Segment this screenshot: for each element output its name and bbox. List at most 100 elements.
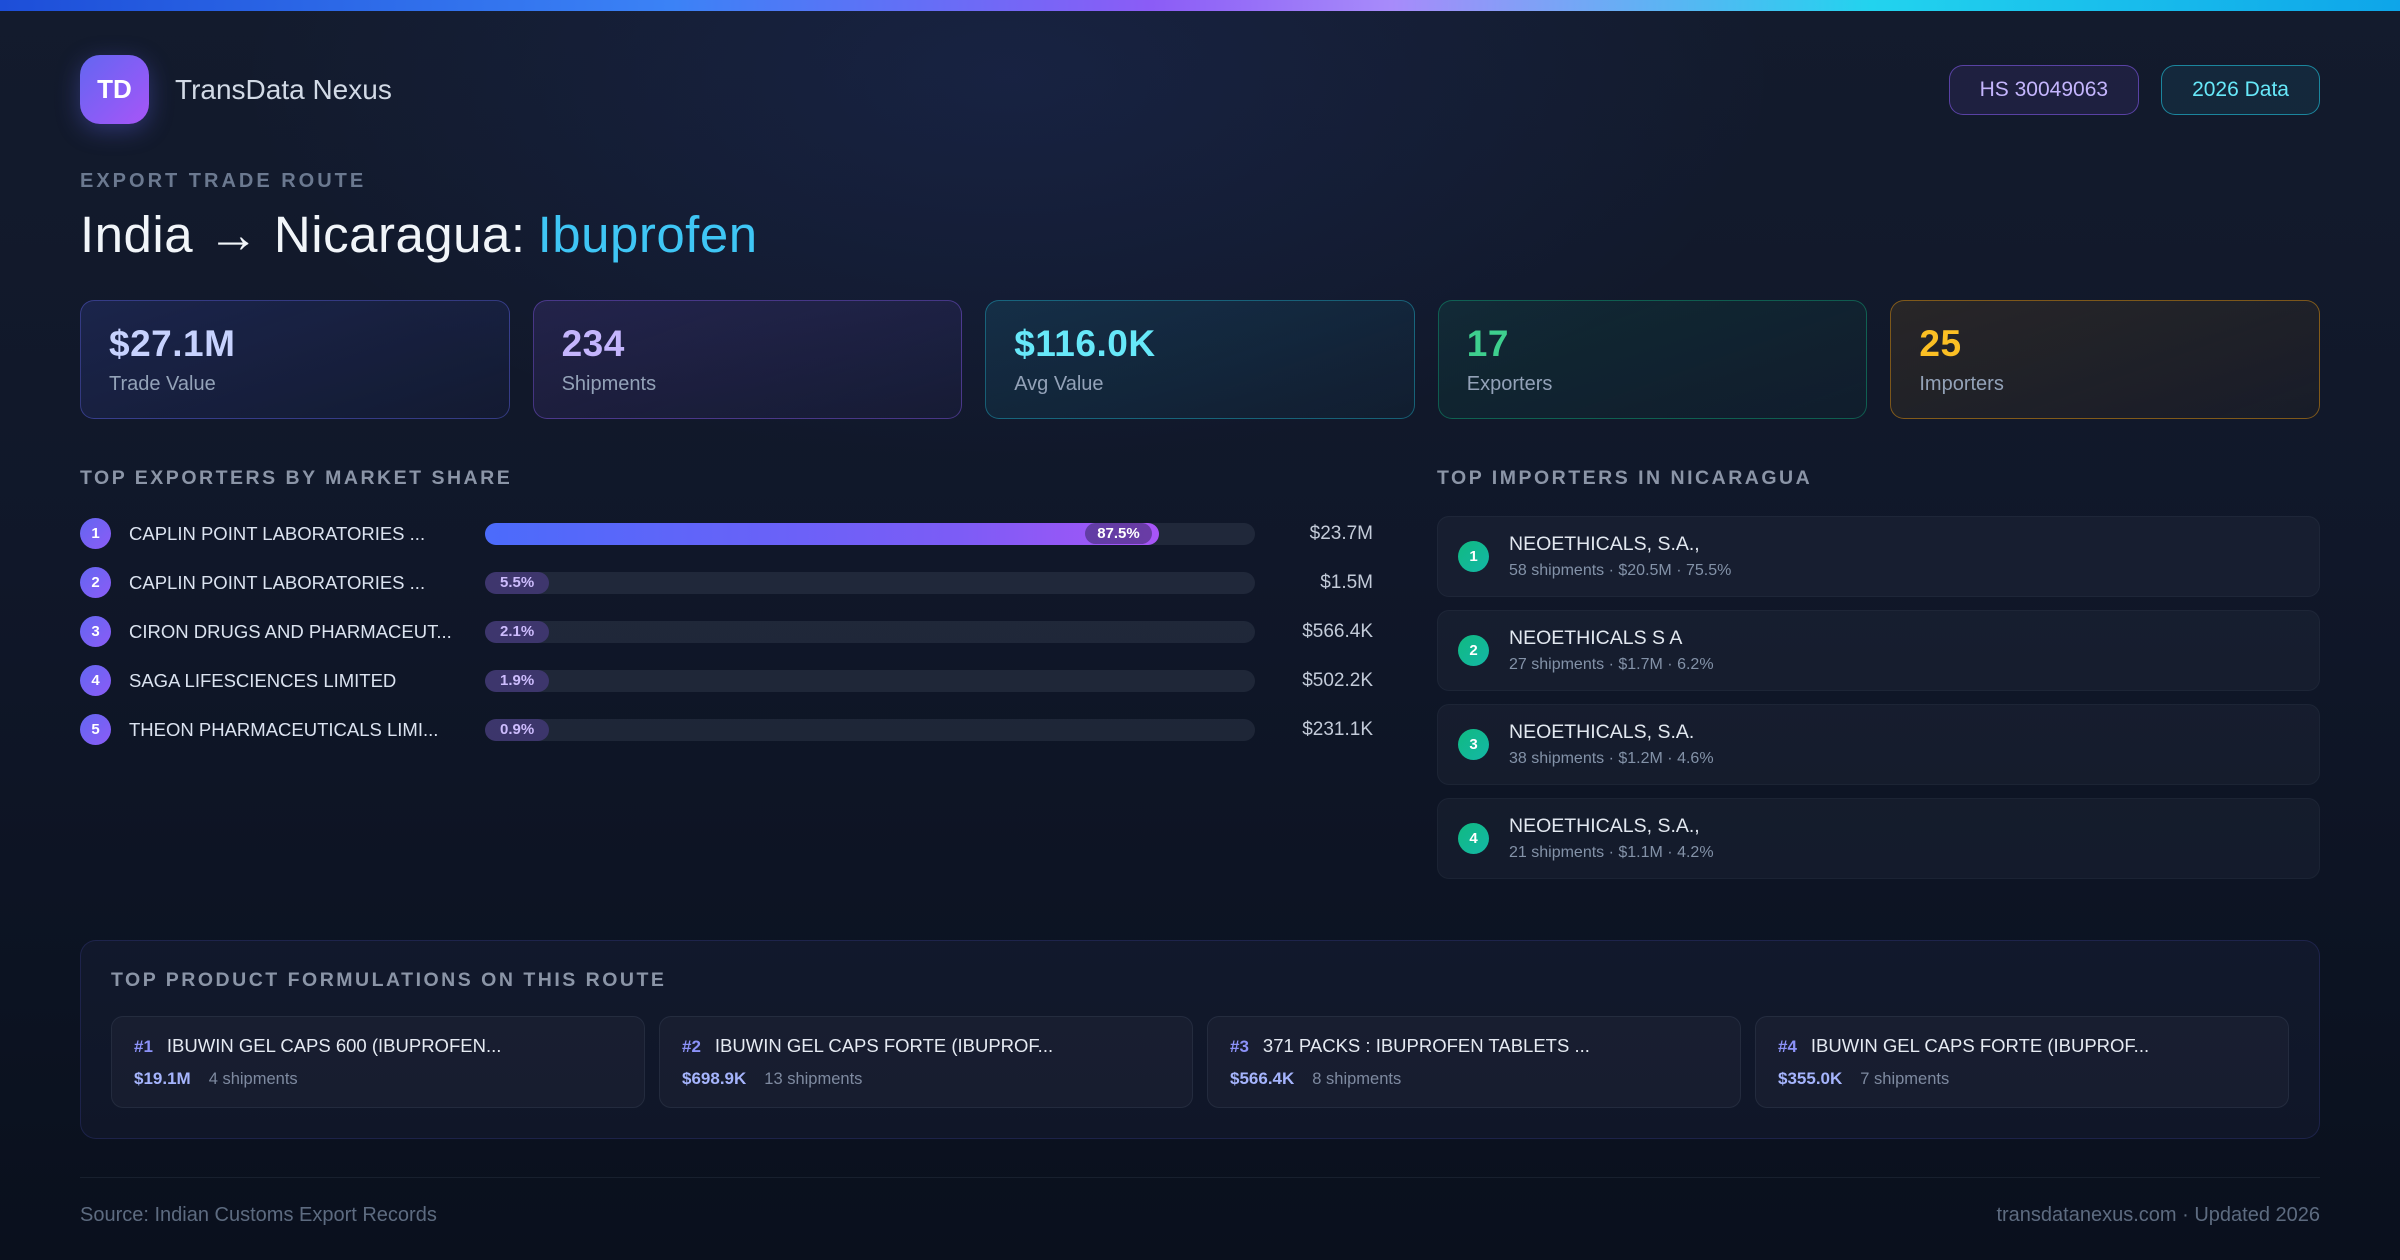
importers-section-title: TOP IMPORTERS IN NICARAGUA	[1437, 467, 1813, 489]
product-card-stats: $698.9K 13 shipments	[682, 1069, 1170, 1089]
page-footer: Source: Indian Customs Export Records tr…	[80, 1177, 2320, 1227]
market-share-label: 87.5%	[1085, 523, 1152, 544]
market-share-label: 2.1%	[500, 623, 535, 640]
product-value: $698.9K	[682, 1069, 747, 1088]
importer-row[interactable]: 3 NEOETHICALS, S.A. 38 shipments · $1.2M…	[1437, 704, 2320, 785]
importer-text: NEOETHICALS, S.A. 38 shipments · $1.2M ·…	[1509, 721, 1714, 768]
product-card-header: #1 IBUWIN GEL CAPS 600 (IBUPROFEN...	[134, 1035, 622, 1057]
importers-section: TOP IMPORTERS IN NICARAGUA 1 NEOETHICALS…	[1437, 467, 2320, 892]
importer-text: NEOETHICALS, S.A., 21 shipments · $1.1M …	[1509, 815, 1714, 862]
market-share-bar: 87.5%	[485, 522, 1255, 545]
exporter-value: $231.1K	[1302, 718, 1373, 740]
importer-meta: 58 shipments · $20.5M · 75.5%	[1509, 562, 1732, 579]
importer-list: 1 NEOETHICALS, S.A., 58 shipments · $20.…	[1437, 516, 2320, 879]
exporters-section: TOP EXPORTERS BY MARKET SHARE 1 CAPLIN P…	[80, 467, 1373, 763]
stat-card-exporters: 17 Exporters	[1437, 300, 1868, 419]
product-rank: #3	[1230, 1037, 1249, 1056]
stat-value: 17	[1466, 323, 1509, 364]
importer-name: NEOETHICALS, S.A.,	[1509, 815, 1700, 837]
rank-badge: 4	[1458, 823, 1489, 854]
rank-badge: 1	[80, 518, 111, 549]
market-share-fill: 87.5%	[485, 522, 1159, 545]
product-card-stats: $566.4K 8 shipments	[1230, 1069, 1718, 1089]
exporter-row[interactable]: 3 CIRON DRUGS AND PHARMACEUT... 2.1% $56…	[80, 616, 1373, 647]
market-share-bar: 5.5%	[485, 571, 1255, 594]
market-share-bar: 2.1%	[485, 620, 1255, 643]
stat-value: 25	[1919, 323, 1962, 364]
importer-name: NEOETHICALS, S.A.	[1509, 721, 1695, 743]
exporter-value: $1.5M	[1320, 571, 1373, 593]
stat-label: Exporters	[1466, 373, 1553, 395]
product-shipments: 7 shipments	[1860, 1070, 1950, 1088]
exporter-name: CAPLIN POINT LABORATORIES ...	[129, 571, 426, 593]
product-rank: #4	[1778, 1037, 1797, 1056]
importer-row[interactable]: 2 NEOETHICALS S A 27 shipments · $1.7M ·…	[1437, 610, 2320, 691]
rank-badge: 5	[80, 714, 111, 745]
market-share-label: 1.9%	[500, 672, 535, 689]
app-logo: TD	[80, 55, 149, 124]
exporter-row[interactable]: 4 SAGA LIFESCIENCES LIMITED 1.9% $502.2K	[80, 665, 1373, 696]
product-rank: #1	[134, 1037, 153, 1056]
product-formulation-name: IBUWIN GEL CAPS FORTE (IBUPROF...	[714, 1035, 1054, 1056]
market-share-fill: 0.9%	[485, 718, 550, 741]
product-name: Ibuprofen	[537, 206, 758, 263]
importer-row[interactable]: 4 NEOETHICALS, S.A., 21 shipments · $1.1…	[1437, 798, 2320, 879]
rank-badge: 2	[80, 567, 111, 598]
stat-card-trade-value: $27.1M Trade Value	[80, 300, 510, 419]
exporter-value: $566.4K	[1302, 620, 1373, 642]
stat-cards-row: $27.1M Trade Value 234 Shipments $116.0K…	[80, 300, 2320, 419]
market-share-label: 5.5%	[500, 574, 535, 591]
exporter-value: $502.2K	[1302, 669, 1373, 691]
site-text: transdatanexus.com · Updated 2026	[1996, 1204, 2320, 1226]
exporter-name: SAGA LIFESCIENCES LIMITED	[129, 669, 397, 691]
app-header: TD TransData Nexus HS 30049063 2026 Data	[80, 55, 2320, 124]
exporters-section-title: TOP EXPORTERS BY MARKET SHARE	[80, 467, 513, 489]
rank-badge: 2	[1458, 635, 1489, 666]
product-card[interactable]: #1 IBUWIN GEL CAPS 600 (IBUPROFEN... $19…	[111, 1016, 645, 1108]
rank-badge: 3	[1458, 729, 1489, 760]
importer-meta: 38 shipments · $1.2M · 4.6%	[1509, 750, 1714, 767]
product-formulation-name: IBUWIN GEL CAPS FORTE (IBUPROF...	[1810, 1035, 2150, 1056]
product-card[interactable]: #3 371 PACKS : IBUPROFEN TABLETS ... $56…	[1207, 1016, 1741, 1108]
products-panel-title: TOP PRODUCT FORMULATIONS ON THIS ROUTE	[111, 969, 667, 991]
stat-card-importers: 25 Importers	[1890, 300, 2320, 419]
importer-meta: 27 shipments · $1.7M · 6.2%	[1509, 656, 1714, 673]
page-title: India → Nicaragua: Ibuprofen	[80, 205, 2320, 264]
app-name: TransData Nexus	[175, 73, 392, 105]
market-share-bar: 0.9%	[485, 718, 1255, 741]
brand: TD TransData Nexus	[80, 55, 392, 124]
stat-value: 234	[561, 323, 625, 364]
exporter-list: 1 CAPLIN POINT LABORATORIES ... 87.5% $2…	[80, 518, 1373, 745]
product-shipments: 4 shipments	[208, 1070, 298, 1088]
product-card-header: #2 IBUWIN GEL CAPS FORTE (IBUPROF...	[682, 1035, 1170, 1057]
product-value: $355.0K	[1778, 1069, 1843, 1088]
exporter-row[interactable]: 5 THEON PHARMACEUTICALS LIMI... 0.9% $23…	[80, 714, 1373, 745]
product-rank: #2	[682, 1037, 701, 1056]
exporter-name: CIRON DRUGS AND PHARMACEUT...	[129, 620, 452, 642]
year-data-badge[interactable]: 2026 Data	[2161, 64, 2320, 115]
stat-value: $27.1M	[109, 323, 236, 364]
market-share-bar: 1.9%	[485, 669, 1255, 692]
importer-row[interactable]: 1 NEOETHICALS, S.A., 58 shipments · $20.…	[1437, 516, 2320, 597]
content-columns: TOP EXPORTERS BY MARKET SHARE 1 CAPLIN P…	[80, 467, 2320, 892]
product-formulation-name: IBUWIN GEL CAPS 600 (IBUPROFEN...	[166, 1035, 502, 1056]
exporter-row[interactable]: 1 CAPLIN POINT LABORATORIES ... 87.5% $2…	[80, 518, 1373, 549]
product-card[interactable]: #4 IBUWIN GEL CAPS FORTE (IBUPROF... $35…	[1755, 1016, 2289, 1108]
stat-label: Importers	[1919, 373, 2004, 395]
products-panel: TOP PRODUCT FORMULATIONS ON THIS ROUTE #…	[80, 940, 2320, 1139]
header-badges: HS 30049063 2026 Data	[1948, 64, 2320, 115]
exporter-value: $23.7M	[1309, 522, 1373, 544]
exporter-name: THEON PHARMACEUTICALS LIMI...	[129, 718, 439, 740]
route-text: India → Nicaragua:	[80, 206, 526, 263]
product-card[interactable]: #2 IBUWIN GEL CAPS FORTE (IBUPROF... $69…	[659, 1016, 1193, 1108]
source-text: Source: Indian Customs Export Records	[80, 1204, 437, 1226]
stat-card-shipments: 234 Shipments	[532, 300, 963, 419]
importer-meta: 21 shipments · $1.1M · 4.2%	[1509, 844, 1714, 861]
route-eyebrow: EXPORT TRADE ROUTE	[80, 170, 367, 192]
exporter-row[interactable]: 2 CAPLIN POINT LABORATORIES ... 5.5% $1.…	[80, 567, 1373, 598]
product-card-header: #3 371 PACKS : IBUPROFEN TABLETS ...	[1230, 1035, 1718, 1057]
product-shipments: 8 shipments	[1312, 1070, 1402, 1088]
rank-badge: 1	[1458, 541, 1489, 572]
hs-code-badge[interactable]: HS 30049063	[1948, 64, 2140, 115]
product-shipments: 13 shipments	[764, 1070, 863, 1088]
